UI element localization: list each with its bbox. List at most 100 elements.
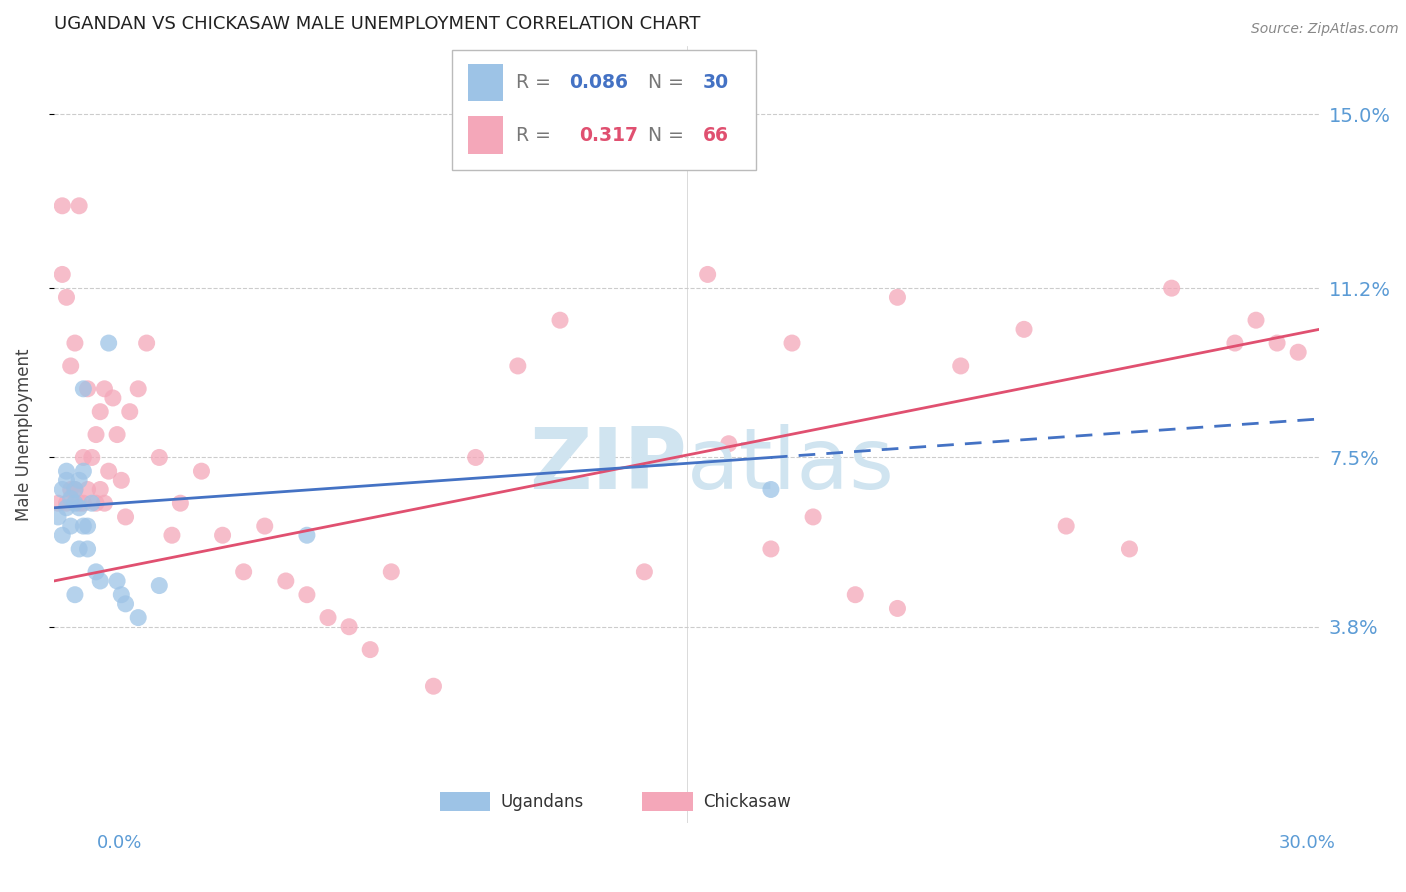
Point <box>591 153 613 167</box>
Point <box>464 450 486 465</box>
Text: Ugandans: Ugandans <box>501 793 583 811</box>
Point <box>72 496 94 510</box>
Point <box>148 578 170 592</box>
Point <box>506 359 529 373</box>
Point <box>84 427 107 442</box>
Text: 0.0%: 0.0% <box>97 834 142 852</box>
Point <box>63 483 86 497</box>
Point <box>118 405 141 419</box>
Point <box>46 510 69 524</box>
Point <box>97 336 120 351</box>
Point <box>55 473 77 487</box>
Point <box>1160 281 1182 295</box>
FancyBboxPatch shape <box>643 792 693 811</box>
Text: 30: 30 <box>703 73 730 92</box>
Text: 0.086: 0.086 <box>569 73 628 92</box>
Text: Source: ZipAtlas.com: Source: ZipAtlas.com <box>1251 22 1399 37</box>
Point <box>97 464 120 478</box>
Point <box>1244 313 1267 327</box>
Point <box>160 528 183 542</box>
Point <box>72 450 94 465</box>
Point <box>1012 322 1035 336</box>
Point <box>67 500 90 515</box>
Point <box>886 601 908 615</box>
Point <box>93 496 115 510</box>
Point <box>422 679 444 693</box>
Point <box>114 597 136 611</box>
Point <box>67 199 90 213</box>
Point <box>55 464 77 478</box>
Point <box>696 268 718 282</box>
Point <box>89 483 111 497</box>
Point <box>110 473 132 487</box>
Point <box>274 574 297 588</box>
Text: R =: R = <box>516 73 557 92</box>
Point <box>1265 336 1288 351</box>
FancyBboxPatch shape <box>440 792 491 811</box>
Point <box>105 574 128 588</box>
Point <box>380 565 402 579</box>
Point <box>759 483 782 497</box>
Point <box>76 382 98 396</box>
FancyBboxPatch shape <box>468 117 503 153</box>
Point <box>169 496 191 510</box>
Point <box>63 483 86 497</box>
Point <box>135 336 157 351</box>
Point <box>46 496 69 510</box>
Text: atlas: atlas <box>686 425 894 508</box>
Point <box>127 610 149 624</box>
Point <box>80 496 103 510</box>
Point <box>89 405 111 419</box>
Point <box>759 541 782 556</box>
Point <box>1118 541 1140 556</box>
Point <box>67 541 90 556</box>
Point <box>949 359 972 373</box>
Point <box>780 336 803 351</box>
Point <box>295 588 318 602</box>
Point <box>633 565 655 579</box>
Text: ZIP: ZIP <box>529 425 686 508</box>
Point <box>316 610 339 624</box>
Point <box>72 464 94 478</box>
Point <box>105 427 128 442</box>
Point <box>63 588 86 602</box>
Point <box>717 436 740 450</box>
Point <box>114 510 136 524</box>
Point <box>253 519 276 533</box>
Y-axis label: Male Unemployment: Male Unemployment <box>15 348 32 521</box>
FancyBboxPatch shape <box>468 63 503 101</box>
Point <box>76 483 98 497</box>
Text: 30.0%: 30.0% <box>1279 834 1336 852</box>
Point <box>59 359 82 373</box>
Point <box>232 565 254 579</box>
Point <box>67 473 90 487</box>
Point <box>59 519 82 533</box>
Point <box>55 290 77 304</box>
Point <box>295 528 318 542</box>
Point <box>63 496 86 510</box>
Point <box>801 510 824 524</box>
Point <box>72 519 94 533</box>
Point <box>59 491 82 506</box>
Point <box>51 268 73 282</box>
Point <box>844 588 866 602</box>
Point <box>63 336 86 351</box>
Point <box>1286 345 1309 359</box>
Point <box>72 382 94 396</box>
Point <box>359 642 381 657</box>
Point <box>59 483 82 497</box>
Point <box>93 382 115 396</box>
Point <box>51 528 73 542</box>
Text: UGANDAN VS CHICKASAW MALE UNEMPLOYMENT CORRELATION CHART: UGANDAN VS CHICKASAW MALE UNEMPLOYMENT C… <box>53 15 700 33</box>
Point <box>548 313 571 327</box>
Point <box>1223 336 1246 351</box>
Point <box>76 541 98 556</box>
Point <box>148 450 170 465</box>
Point <box>1054 519 1077 533</box>
Text: N =: N = <box>636 73 690 92</box>
Point <box>127 382 149 396</box>
Text: 66: 66 <box>703 126 728 145</box>
Point <box>211 528 233 542</box>
Point <box>67 496 90 510</box>
Point <box>55 496 77 510</box>
